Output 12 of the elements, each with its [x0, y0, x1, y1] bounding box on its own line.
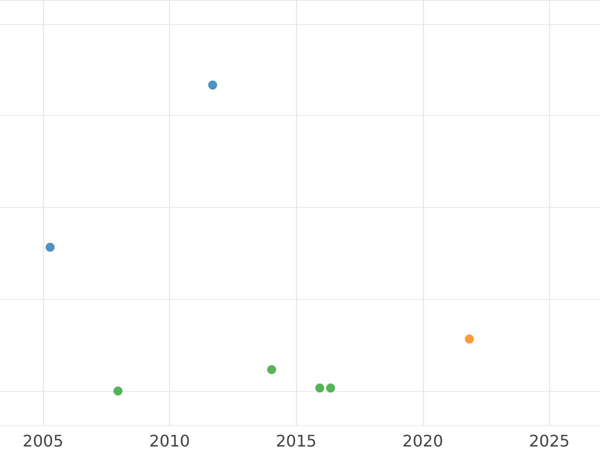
x-tick-label: 2010: [149, 432, 190, 450]
point: [113, 386, 122, 396]
point: [464, 334, 474, 344]
point: [315, 383, 324, 392]
point: [267, 365, 276, 374]
x-tick-label: 2020: [402, 432, 444, 450]
x-tick-label: 2005: [22, 432, 64, 450]
point: [46, 242, 55, 252]
x-tick-label: 2025: [529, 432, 570, 450]
point: [326, 383, 336, 392]
x-tick-label: 2015: [276, 432, 317, 450]
point: [208, 80, 218, 90]
